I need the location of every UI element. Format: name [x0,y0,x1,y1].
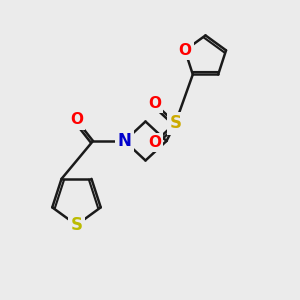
Text: N: N [118,132,131,150]
Text: O: O [148,96,161,111]
Text: S: S [169,114,181,132]
Text: O: O [70,112,83,128]
Text: S: S [70,216,83,234]
Text: O: O [178,43,191,58]
Text: O: O [148,135,161,150]
